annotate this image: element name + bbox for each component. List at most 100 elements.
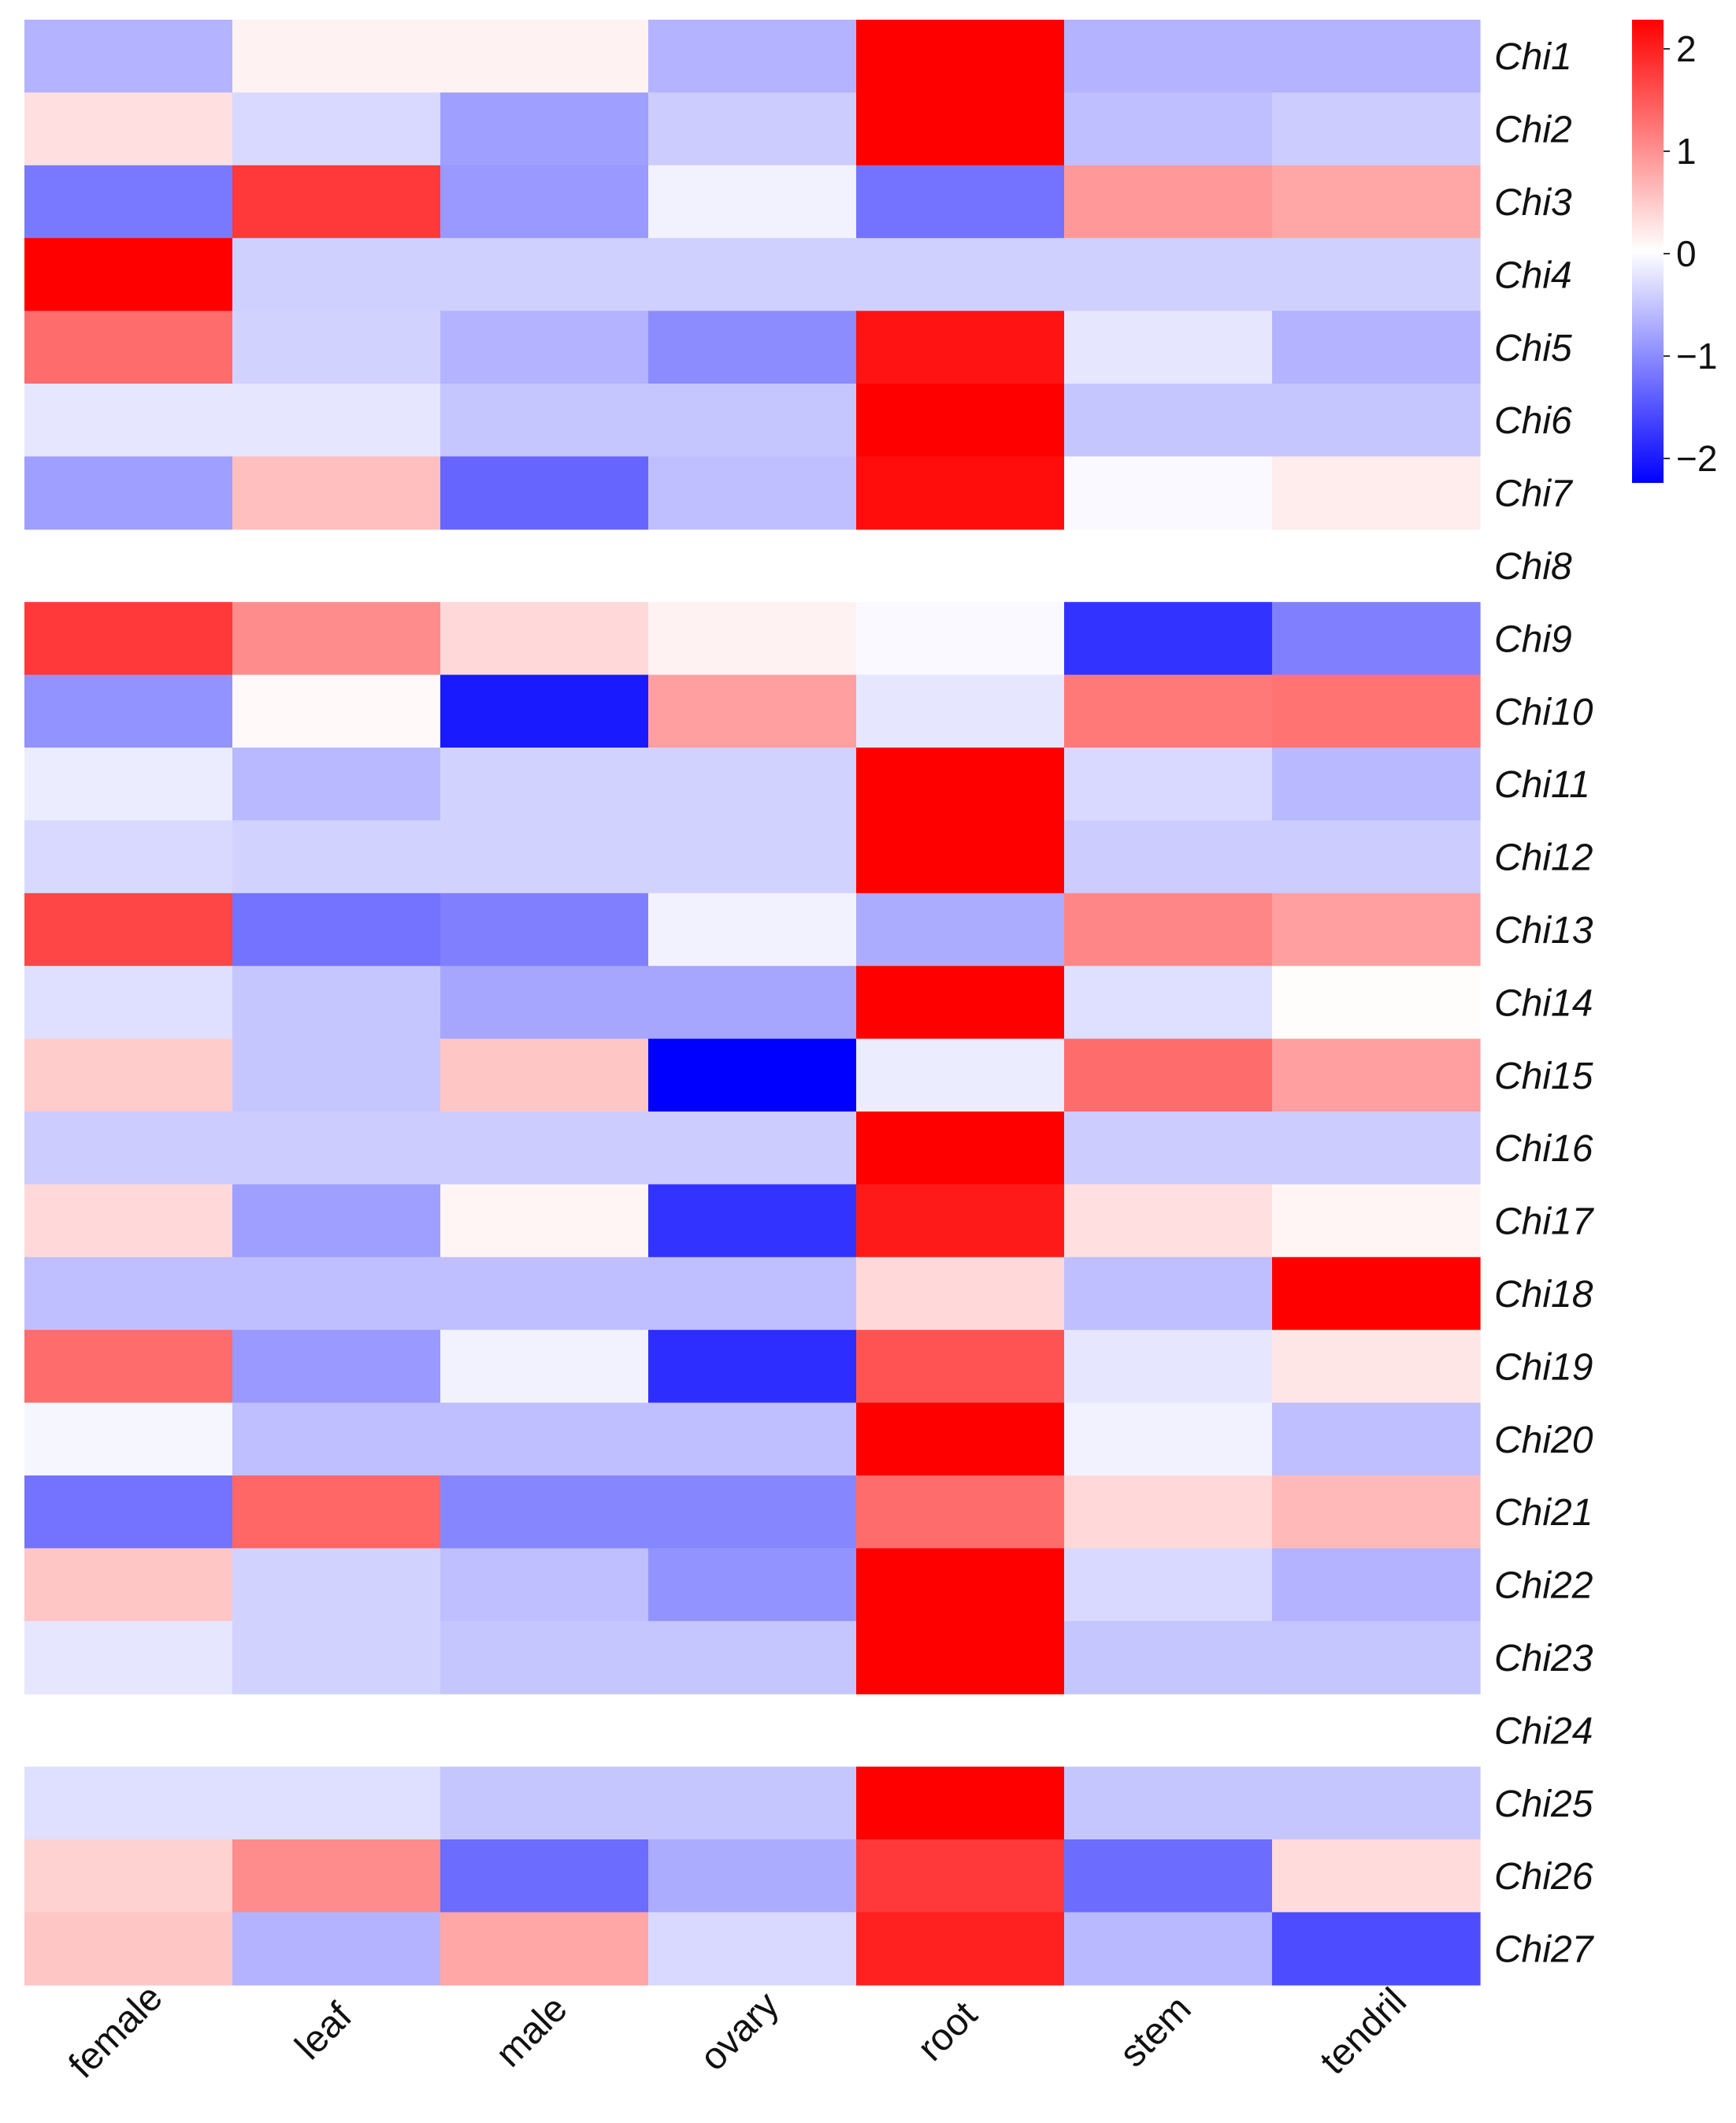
row-label-chi19: Chi19 — [1494, 1346, 1593, 1388]
row-label-chi17: Chi17 — [1494, 1201, 1595, 1243]
heatmap-cell-chi25-ovary — [648, 1766, 857, 1840]
heatmap-cell-chi11-female — [24, 748, 233, 821]
heatmap-cell-chi20-female — [24, 1402, 233, 1476]
heatmap-cell-chi20-stem — [1064, 1402, 1273, 1476]
heatmap-cell-chi9-ovary — [648, 602, 857, 676]
heatmap-cell-chi5-female — [24, 310, 233, 384]
heatmap-cell-chi15-stem — [1064, 1038, 1273, 1112]
heatmap-cell-chi27-root — [856, 1912, 1065, 1986]
heatmap-cell-chi14-ovary — [648, 966, 857, 1040]
column-label-stem: stem — [1112, 1988, 1200, 2075]
row-label-chi24: Chi24 — [1494, 1710, 1593, 1752]
heatmap-cell-chi15-leaf — [232, 1038, 441, 1112]
heatmap-cell-chi4-leaf — [232, 238, 441, 312]
heatmap-cells — [24, 20, 1481, 1986]
heatmap-cell-chi12-male — [440, 820, 649, 894]
heatmap-cell-chi17-stem — [1064, 1184, 1273, 1258]
heatmap-cell-chi25-male — [440, 1766, 649, 1840]
heatmap-cell-chi1-female — [24, 20, 233, 93]
heatmap-cell-chi10-stem — [1064, 674, 1273, 748]
row-label-chi23: Chi23 — [1494, 1638, 1593, 1679]
heatmap-cell-chi26-stem — [1064, 1839, 1273, 1913]
heatmap-cell-chi4-tendril — [1272, 238, 1481, 312]
heatmap-cell-chi3-root — [856, 165, 1065, 239]
heatmap-cell-chi23-male — [440, 1620, 649, 1694]
row-label-chi20: Chi20 — [1494, 1420, 1593, 1461]
heatmap-cell-chi16-tendril — [1272, 1112, 1481, 1185]
colorbar-legend: 2 1 0 −1 −2 — [1632, 20, 1717, 483]
heatmap-cell-chi16-ovary — [648, 1112, 857, 1185]
row-label-chi22: Chi22 — [1494, 1565, 1593, 1607]
heatmap-cell-chi11-root — [856, 748, 1065, 821]
heatmap-cell-chi7-male — [440, 456, 649, 530]
heatmap-cell-chi14-leaf — [232, 966, 441, 1040]
heatmap-cell-chi9-root — [856, 602, 1065, 676]
heatmap-cell-chi2-male — [440, 92, 649, 166]
heatmap-cell-chi25-root — [856, 1766, 1065, 1840]
row-label-chi11: Chi11 — [1494, 764, 1590, 806]
heatmap-cell-chi5-leaf — [232, 310, 441, 384]
heatmap-cell-chi25-tendril — [1272, 1766, 1481, 1840]
heatmap-cell-chi25-stem — [1064, 1766, 1273, 1840]
heatmap-cell-chi5-tendril — [1272, 310, 1481, 384]
heatmap-cell-chi21-ovary — [648, 1475, 857, 1549]
heatmap-cell-chi10-root — [856, 674, 1065, 748]
heatmap-cell-chi18-female — [24, 1256, 233, 1331]
heatmap-cell-chi22-ovary — [648, 1548, 857, 1622]
heatmap-cell-chi6-tendril — [1272, 384, 1481, 457]
heatmap-cell-chi10-female — [24, 674, 233, 748]
heatmap-cell-chi6-stem — [1064, 384, 1273, 457]
heatmap-cell-chi21-leaf — [232, 1475, 441, 1549]
heatmap-cell-chi14-female — [24, 966, 233, 1040]
column-labels: female leaf male ovary root stem tendril — [61, 1976, 1415, 2086]
heatmap-cell-chi27-tendril — [1272, 1912, 1481, 1986]
heatmap-cell-chi1-root — [856, 20, 1065, 93]
heatmap-cell-chi2-tendril — [1272, 92, 1481, 166]
heatmap-cell-chi6-male — [440, 384, 649, 457]
heatmap-cell-chi13-male — [440, 893, 649, 967]
heatmap-cell-chi19-male — [440, 1330, 649, 1404]
heatmap-cell-chi16-leaf — [232, 1112, 441, 1185]
row-label-chi2: Chi2 — [1494, 109, 1572, 151]
heatmap-cell-chi26-root — [856, 1839, 1065, 1913]
column-label-tendril: tendril — [1312, 1980, 1415, 2083]
heatmap-cell-chi7-tendril — [1272, 456, 1481, 530]
heatmap-cell-chi27-stem — [1064, 1912, 1273, 1986]
heatmap-cell-chi20-leaf — [232, 1402, 441, 1476]
heatmap-cell-chi14-root — [856, 966, 1065, 1040]
heatmap-cell-chi27-ovary — [648, 1912, 857, 1986]
heatmap-cell-chi21-female — [24, 1475, 233, 1549]
heatmap-cell-chi25-leaf — [232, 1766, 441, 1840]
heatmap-cell-chi7-leaf — [232, 456, 441, 530]
heatmap-cell-chi19-root — [856, 1330, 1065, 1404]
heatmap-cell-chi17-ovary — [648, 1184, 857, 1258]
heatmap-cell-chi9-leaf — [232, 602, 441, 676]
heatmap-cell-chi16-female — [24, 1112, 233, 1185]
heatmap-cell-chi18-leaf — [232, 1256, 441, 1331]
heatmap-cell-chi3-female — [24, 165, 233, 239]
row-label-chi6: Chi6 — [1494, 400, 1572, 442]
heatmap-cell-chi3-tendril — [1272, 165, 1481, 239]
heatmap-cell-chi5-male — [440, 310, 649, 384]
heatmap-cell-chi23-leaf — [232, 1620, 441, 1694]
heatmap-cell-chi1-leaf — [232, 20, 441, 93]
heatmap-cell-chi6-leaf — [232, 384, 441, 457]
heatmap-cell-chi26-female — [24, 1839, 233, 1913]
heatmap-cell-chi1-ovary — [648, 20, 857, 93]
heatmap-cell-chi12-female — [24, 820, 233, 894]
heatmap-cell-chi19-leaf — [232, 1330, 441, 1404]
heatmap-cell-chi22-male — [440, 1548, 649, 1622]
heatmap-cell-chi7-root — [856, 456, 1065, 530]
heatmap-cell-chi26-male — [440, 1839, 649, 1913]
heatmap-cell-chi11-tendril — [1272, 748, 1481, 821]
heatmap-cell-chi10-male — [440, 674, 649, 748]
heatmap-cell-chi3-ovary — [648, 165, 857, 239]
heatmap-cell-chi18-tendril — [1272, 1256, 1481, 1331]
colorbar-tick-label: −1 — [1676, 336, 1717, 377]
heatmap-cell-chi22-female — [24, 1548, 233, 1622]
heatmap-cell-chi19-tendril — [1272, 1330, 1481, 1404]
heatmap-cell-chi17-leaf — [232, 1184, 441, 1258]
heatmap-cell-chi16-male — [440, 1112, 649, 1185]
heatmap-cell-chi12-root — [856, 820, 1065, 894]
row-label-chi4: Chi4 — [1494, 254, 1572, 296]
